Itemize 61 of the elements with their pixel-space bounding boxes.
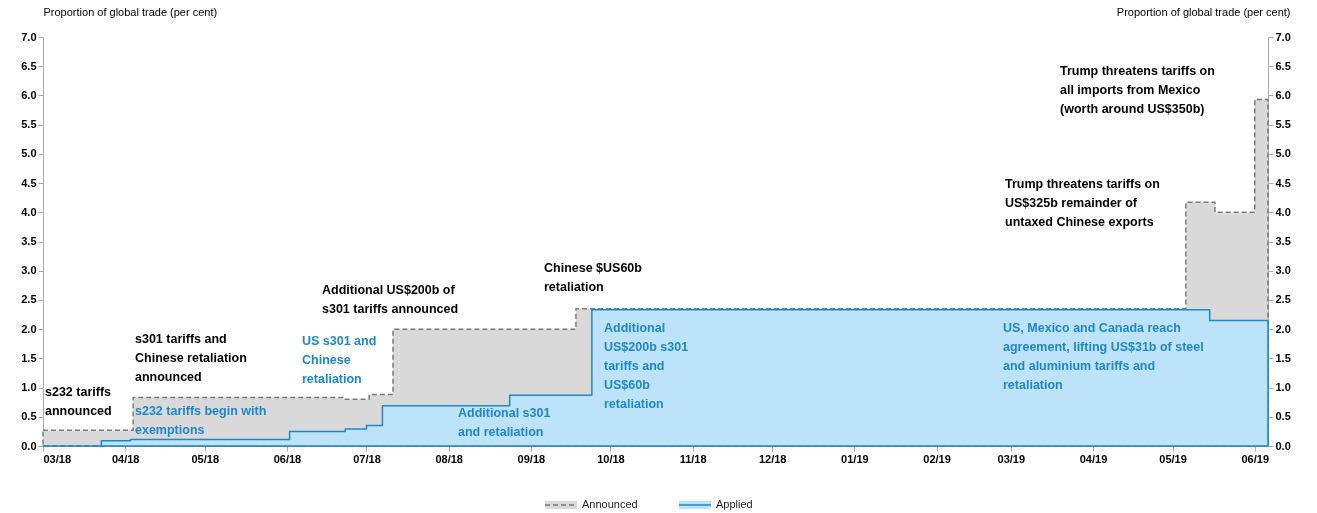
annotation: Trump threatens tariffs on all imports from Mexico (worth around US$350b)	[1060, 64, 1215, 116]
x-tick-label: 06/18	[273, 452, 302, 465]
annotation: US s301 and Chinese retaliation	[302, 334, 377, 386]
x-tick-label: 04/18	[111, 452, 140, 465]
y-axis-title: Proportion of global trade (per cent)	[43, 5, 218, 18]
y-tick-label: 3.0	[21, 264, 37, 277]
y2-tick-label: 4.5	[1275, 176, 1291, 189]
x-tick-label: 05/18	[191, 452, 220, 465]
y-tick-label: 6.5	[21, 59, 37, 72]
y2-tick-label: 0.0	[1275, 439, 1291, 452]
annotation: Additional US$200b s301 tariffs and US$60b retaliation	[604, 321, 689, 411]
y-tick-label: 4.0	[21, 205, 37, 218]
y-tick-label: 3.5	[21, 235, 37, 247]
annotation: Trump threatens tariffs on US$325b remainder of untaxed Chinese exports	[1005, 177, 1160, 229]
y2-tick-label: 6.5	[1275, 59, 1291, 72]
y-tick-label: 7.0	[21, 30, 37, 43]
x-tick-label: 09/18	[517, 452, 546, 465]
y-tick-label: 6.0	[21, 88, 37, 101]
y2-tick-label: 3.5	[1275, 235, 1291, 247]
y2-tick-label: 3.0	[1275, 264, 1291, 277]
legend-label: Announced	[582, 498, 638, 510]
y2-tick-label: 5.0	[1275, 147, 1291, 160]
annotation: s232 tariffs begin with exemptions	[135, 404, 267, 437]
y2-tick-label: 5.5	[1275, 118, 1291, 131]
annotation: Chinese $US60b retaliation	[544, 261, 643, 294]
y2-tick-label: 6.0	[1275, 88, 1291, 101]
y2-tick-label: 7.0	[1275, 30, 1291, 43]
y2-tick-label: 1.5	[1275, 351, 1291, 364]
x-tick-label: 03/19	[997, 452, 1026, 465]
y-tick-label: 2.0	[21, 322, 37, 335]
x-tick-label: 04/19	[1079, 452, 1108, 465]
y2-tick-label: 4.0	[1275, 205, 1291, 218]
y-tick-label: 2.5	[21, 293, 37, 306]
y-tick-label: 1.5	[21, 351, 37, 364]
x-tick-label: 05/19	[1159, 452, 1187, 465]
annotation: Additional s301 and retaliation	[458, 406, 551, 439]
annotation: s232 tariffs announced	[45, 385, 112, 418]
legend-label: Applied	[716, 498, 753, 510]
y-tick-label: 0.0	[21, 439, 37, 452]
y-tick-label: 4.5	[21, 176, 37, 189]
x-tick-label: 08/18	[435, 452, 463, 465]
y-tick-label: 5.5	[21, 118, 37, 131]
x-tick-label: 07/18	[353, 452, 381, 465]
x-tick-label: 02/19	[923, 452, 951, 465]
y2-axis-title: Proportion of global trade (per cent)	[1116, 5, 1291, 18]
annotation: s301 tariffs and Chinese retaliation announced	[135, 332, 247, 384]
y-tick-label: 0.5	[21, 410, 37, 423]
x-tick-label: 10/18	[597, 452, 625, 465]
y2-tick-label: 1.0	[1275, 381, 1291, 394]
y-tick-label: 5.0	[21, 147, 37, 160]
annotation: Additional US$200b of s301 tariffs announced	[322, 283, 459, 316]
y-tick-label: 1.0	[21, 381, 37, 394]
y2-tick-label: 2.5	[1275, 293, 1291, 306]
y2-tick-label: 0.5	[1275, 410, 1291, 423]
x-tick-label: 01/19	[841, 452, 869, 465]
x-tick-label: 11/18	[679, 452, 707, 465]
annotation: US, Mexico and Canada reach agreement, lifting US$31b of steel and aluminium tariffs and retaliation	[1003, 321, 1204, 392]
x-tick-label: 06/19	[1241, 452, 1270, 465]
x-tick-label: 12/18	[758, 452, 787, 465]
x-tick-label: 03/18	[43, 452, 72, 465]
y2-tick-label: 2.0	[1275, 322, 1291, 335]
